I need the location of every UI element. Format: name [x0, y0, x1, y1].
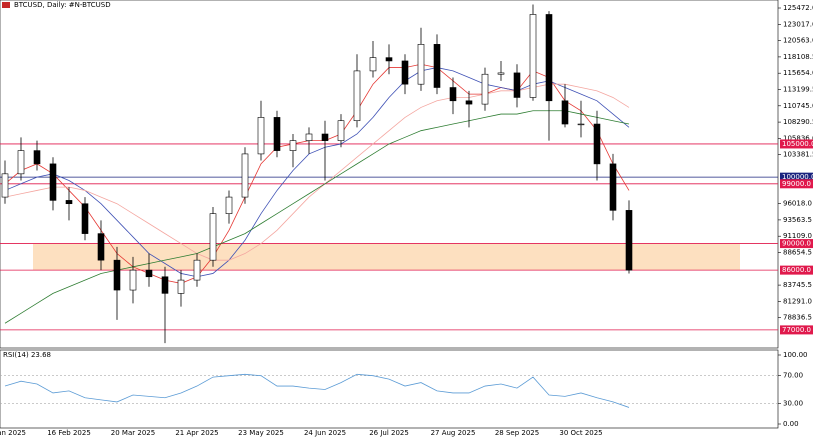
level-label: 100000.0	[782, 173, 813, 181]
candle-body	[337, 120, 345, 141]
y-tick-label: 88654.5	[783, 249, 812, 257]
y-tick-label: 103381.5	[783, 151, 813, 159]
candle-body	[305, 133, 313, 141]
moving-average	[4, 67, 630, 278]
y-tick-label: 93563.5	[783, 216, 812, 224]
candle-body	[177, 279, 185, 294]
y-tick-label: 91109.0	[783, 232, 812, 240]
x-tick-label: 16 Feb 2025	[47, 429, 91, 437]
y-tick-label: 96018.0	[783, 200, 812, 208]
x-tick-label: 27 Aug 2025	[431, 429, 476, 437]
candle-body	[497, 72, 505, 75]
y-tick-label: 105836.0	[783, 134, 813, 142]
price-zone	[33, 243, 740, 271]
level-label-bg	[780, 325, 813, 335]
candle-body	[289, 140, 297, 151]
level-label-bg	[780, 172, 813, 182]
rsi-tick-label: 100.00	[783, 351, 808, 359]
candle-body	[145, 269, 153, 278]
candle-body	[513, 72, 521, 98]
x-tick-label: 30 Oct 2025	[559, 429, 602, 437]
candle-body	[49, 163, 57, 201]
rsi-frame	[0, 349, 779, 429]
x-tick-label: 26 Jul 2025	[369, 429, 409, 437]
candle-body	[593, 123, 601, 165]
rsi-tick-label: 70.00	[783, 372, 803, 380]
candle-body	[465, 100, 473, 105]
level-label: 86000.0	[782, 266, 811, 274]
y-tick-label: 108290.5	[783, 118, 813, 126]
y-tick-label: 83745.5	[783, 281, 812, 289]
y-tick-label: 118108.5	[783, 53, 813, 61]
y-tick-label: 120563.0	[783, 37, 813, 45]
candle-body	[545, 14, 553, 102]
x-tick-label: 15 Jan 2025	[0, 429, 26, 437]
y-tick-label: 78836.5	[783, 314, 812, 322]
candle-body	[161, 276, 169, 294]
candle-body	[17, 150, 25, 175]
y-tick-label: 113199.5	[783, 86, 813, 94]
x-tick-label: 24 Jun 2025	[304, 429, 346, 437]
candle-body	[65, 200, 73, 205]
candle-body	[193, 259, 201, 281]
candle-body	[481, 73, 489, 105]
chart-title: BTCUSD, Daily: #N-BTCUSD	[14, 1, 111, 9]
candle-body	[129, 269, 137, 291]
candle-body	[273, 117, 281, 151]
candle-body	[1, 173, 9, 198]
candle-body	[369, 57, 377, 72]
rsi-tick-label: 0.00	[783, 420, 799, 428]
candle-body	[449, 87, 457, 102]
candle-body	[401, 60, 409, 85]
candle-body	[353, 70, 361, 122]
x-tick-label: 21 Apr 2025	[175, 429, 218, 437]
candle-body	[81, 203, 89, 234]
candle-body	[97, 233, 105, 261]
candle-body	[209, 213, 217, 261]
level-label: 105000.0	[782, 140, 813, 148]
x-tick-label: 20 Mar 2025	[111, 429, 155, 437]
candle-body	[625, 210, 633, 271]
level-label-bg	[780, 179, 813, 189]
rsi-line	[4, 373, 630, 408]
candle-body	[257, 117, 265, 155]
candle-body	[529, 14, 537, 98]
y-tick-label: 115654.0	[783, 69, 813, 77]
candle-body	[33, 150, 41, 165]
candle-body	[321, 133, 329, 141]
main-frame	[0, 0, 779, 349]
candle-body	[577, 123, 585, 126]
candle-body	[433, 44, 441, 88]
moving-average	[4, 110, 630, 324]
y-tick-label: 110745.0	[783, 102, 813, 110]
rsi-title: RSI(14) 23.68	[3, 351, 51, 359]
candle-body	[609, 163, 617, 211]
rsi-tick-label: 30.00	[783, 399, 803, 407]
level-label-bg	[780, 139, 813, 149]
candle-body	[561, 100, 569, 125]
candle-body	[241, 153, 249, 198]
candle-body	[225, 196, 233, 214]
y-tick-label: 125472.0	[783, 4, 813, 12]
candle-body	[113, 259, 121, 291]
level-label-bg	[780, 239, 813, 249]
moving-average	[4, 83, 630, 261]
level-label-bg	[780, 265, 813, 275]
moving-average	[4, 63, 630, 284]
y-tick-label: 123017.0	[783, 20, 813, 28]
symbol-icon	[2, 2, 10, 8]
y-tick-label: 81291.0	[783, 297, 812, 305]
candle-body	[385, 57, 393, 62]
level-label: 90000.0	[782, 240, 811, 248]
level-label: 77000.0	[782, 326, 811, 334]
x-tick-label: 23 May 2025	[238, 429, 284, 437]
candle-body	[417, 44, 425, 85]
x-tick-label: 28 Sep 2025	[495, 429, 539, 437]
level-label: 99000.0	[782, 180, 811, 188]
